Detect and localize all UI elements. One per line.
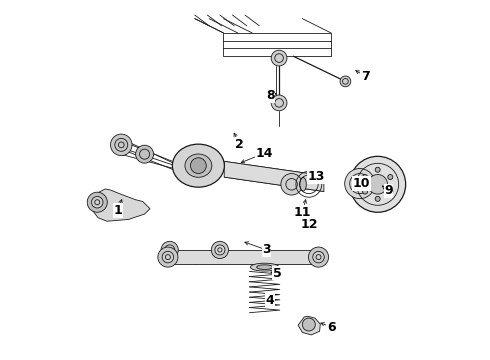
Text: 13: 13 (308, 170, 325, 183)
Text: 11: 11 (294, 206, 311, 219)
Circle shape (388, 175, 393, 180)
Ellipse shape (257, 265, 273, 270)
Text: 4: 4 (266, 294, 274, 307)
Text: 6: 6 (327, 320, 335, 333)
Text: 7: 7 (361, 69, 369, 82)
Circle shape (92, 197, 103, 208)
Circle shape (375, 167, 380, 172)
Ellipse shape (250, 263, 279, 271)
Circle shape (191, 158, 206, 174)
Circle shape (162, 251, 173, 263)
Text: 3: 3 (262, 243, 271, 256)
Circle shape (158, 247, 178, 267)
Circle shape (344, 168, 375, 199)
Circle shape (271, 95, 287, 111)
Circle shape (211, 241, 228, 258)
Circle shape (87, 192, 107, 212)
Text: 12: 12 (301, 218, 318, 231)
Circle shape (350, 156, 406, 212)
Circle shape (281, 174, 302, 195)
Text: 1: 1 (113, 204, 122, 217)
Circle shape (368, 175, 388, 194)
Circle shape (313, 251, 324, 263)
Text: 9: 9 (384, 184, 393, 197)
Circle shape (215, 245, 225, 255)
Circle shape (111, 134, 132, 156)
Circle shape (375, 196, 380, 201)
Ellipse shape (300, 177, 306, 191)
Circle shape (302, 318, 315, 331)
Text: 2: 2 (235, 138, 244, 150)
Circle shape (363, 189, 368, 194)
Ellipse shape (185, 154, 212, 177)
Ellipse shape (172, 144, 224, 187)
Circle shape (271, 50, 287, 66)
Text: 10: 10 (353, 177, 370, 190)
Circle shape (363, 175, 368, 180)
Circle shape (309, 247, 329, 267)
Circle shape (136, 145, 153, 163)
Circle shape (388, 189, 393, 194)
Circle shape (161, 241, 178, 258)
Polygon shape (163, 250, 324, 264)
Text: 14: 14 (256, 147, 273, 159)
Text: 8: 8 (266, 89, 274, 102)
Polygon shape (224, 161, 324, 192)
Circle shape (165, 245, 175, 255)
Polygon shape (91, 189, 150, 221)
Circle shape (340, 76, 351, 87)
Polygon shape (298, 316, 320, 335)
Text: 5: 5 (273, 267, 282, 280)
